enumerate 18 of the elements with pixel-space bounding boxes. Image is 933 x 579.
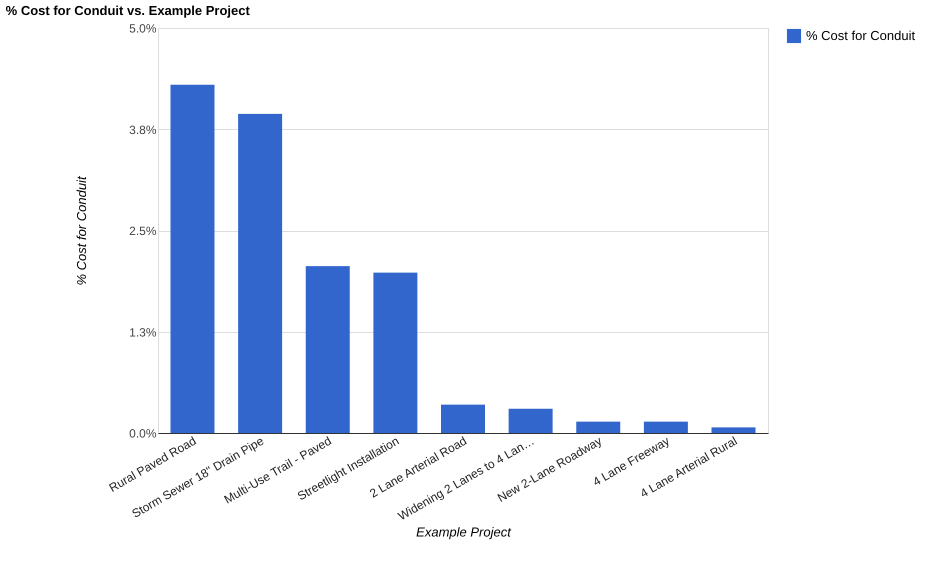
y-tick-label: 3.8% [129,122,157,137]
bar [712,427,756,433]
y-tick-label: 0.0% [129,426,157,440]
legend-label: % Cost for Conduit [806,28,916,43]
bar [644,422,688,433]
bar [576,422,620,433]
y-tick-label: 5.0% [129,22,157,36]
x-axis-title: Example Project [416,524,512,540]
bar [306,266,350,433]
bar [170,84,214,433]
y-axis-title: % Cost for Conduit [74,175,90,286]
bar [508,408,553,433]
y-tick-label: 2.5% [129,224,157,238]
bar [373,272,418,433]
chart-title: % Cost for Conduit vs. Example Project [6,3,250,18]
bar [441,404,485,433]
y-tick-label: 1.3% [129,325,157,340]
bar [238,114,282,433]
